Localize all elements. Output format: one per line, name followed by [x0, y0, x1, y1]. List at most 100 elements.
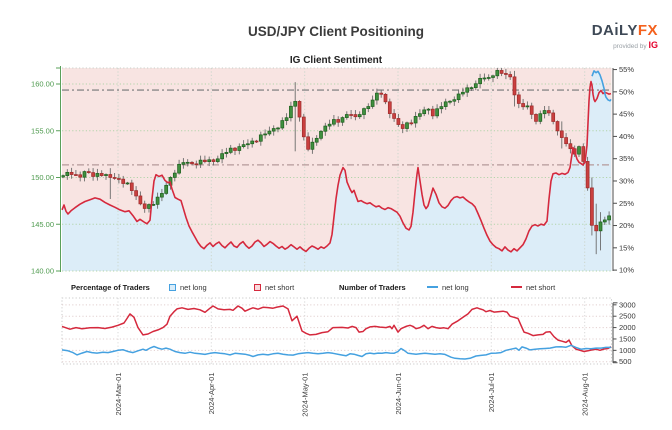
candle-down [117, 178, 121, 180]
candle-up [284, 117, 289, 121]
candle-up [160, 193, 164, 198]
candle-down [564, 137, 568, 145]
candle-down [301, 116, 306, 138]
candle-up [340, 117, 345, 123]
candle-down [69, 171, 74, 175]
candle-down [190, 161, 194, 165]
candle-up [422, 109, 427, 115]
candle-up [362, 108, 366, 115]
price-sentiment-chart: 140.00 145.00 150.00 155.00 160.00 10% 15% 20% 2… [31, 65, 634, 275]
legend-pct-net-long: net long [169, 281, 207, 293]
candle-up [215, 158, 220, 162]
candle-up [482, 77, 487, 80]
candle-down [559, 130, 564, 138]
date-tick-label: 2024-Mar-01 [114, 373, 123, 416]
candle-up [344, 114, 349, 118]
count-tick-label: 500 [619, 357, 632, 366]
candle-up [577, 146, 581, 155]
candle-down [349, 114, 353, 116]
price-tick-label: 145.00 [31, 220, 54, 229]
candle-down [194, 163, 199, 166]
candle-down [516, 94, 521, 104]
candle-up [104, 174, 108, 176]
candle-down [547, 110, 551, 114]
candle-up [314, 137, 319, 143]
candle-up [319, 130, 323, 139]
count-tick-label: 3000 [619, 300, 636, 309]
net-short-dash-icon [511, 286, 522, 288]
candle-up [267, 130, 272, 135]
candle-up [289, 105, 293, 119]
candle-up [177, 163, 181, 174]
candle-up [220, 153, 224, 160]
logo-provided-by: provided by IG [613, 40, 658, 50]
candle-up [443, 101, 448, 107]
candle-up [241, 144, 246, 147]
candle-up [185, 161, 190, 164]
candle-up [271, 128, 276, 132]
candle-down [91, 172, 95, 177]
net-long-dash-icon [427, 286, 438, 288]
dailyfx-logo: DAı̇LYFX provided by IG [592, 23, 658, 51]
candle-up [246, 143, 250, 146]
candle-up [293, 101, 298, 107]
net-long-pct-line [591, 70, 612, 102]
count-axis: 500 1000 1500 2000 2500 3000 [612, 300, 636, 366]
candle-up [413, 116, 418, 124]
candle-down [233, 147, 237, 151]
candle-up [375, 92, 379, 101]
pct-tick-label: 50% [619, 87, 634, 96]
pct-tick-label: 20% [619, 221, 634, 230]
count-tick-label: 1000 [619, 346, 636, 355]
candle-down [551, 112, 556, 122]
ig-logo: IG [648, 40, 658, 50]
candle-down [383, 93, 388, 103]
candle-up [525, 105, 530, 108]
candle-up [486, 77, 491, 79]
candle-down [387, 101, 392, 114]
candle-down [396, 118, 401, 125]
candle-down [504, 73, 508, 75]
candle-up [164, 184, 169, 194]
candle-down [138, 195, 143, 205]
candle-up [258, 134, 263, 142]
pct-tick-label: 40% [619, 132, 634, 141]
candle-up [465, 87, 470, 93]
price-tick-label: 155.00 [31, 126, 54, 135]
candle-up [95, 173, 100, 177]
candle-up [61, 175, 65, 178]
candle-down [297, 101, 302, 118]
candle-down [112, 177, 117, 179]
candle-up [250, 140, 255, 145]
candle-down [529, 105, 534, 115]
candle-up [426, 108, 431, 111]
net-long-area [62, 70, 612, 271]
price-tick-label: 160.00 [31, 80, 54, 89]
candle-up [263, 133, 267, 136]
pct-tick-label: 30% [619, 176, 634, 185]
number-of-traders-chart: 500 1000 1500 2000 2500 3000 2024-Mar-01 2024-A… [61, 297, 636, 417]
logo-daily-text: DAı̇LY [591, 22, 638, 39]
candle-up [155, 196, 160, 205]
candle-down [585, 161, 590, 189]
candle-up [147, 204, 151, 209]
legend-num-net-long: net long [427, 281, 469, 293]
candle-down [211, 159, 216, 162]
candle-down [568, 143, 573, 150]
chart-subtitle: IG Client Sentiment [289, 55, 383, 66]
candle-up [207, 159, 212, 162]
candle-down [306, 136, 310, 150]
legend-pct-net-short: net short [254, 281, 294, 293]
candle-down [353, 114, 358, 118]
candle-up [237, 146, 242, 151]
logo-fx-text: FX [637, 22, 658, 39]
date-tick-label: 2024-Aug-01 [581, 373, 590, 416]
candle-up [439, 106, 444, 110]
candle-down [409, 122, 414, 125]
candle-down [521, 103, 525, 108]
candle-down [594, 224, 599, 232]
legend-num-header: Number of Traders [339, 282, 406, 292]
candle-up [418, 113, 422, 117]
candle-down [86, 171, 91, 173]
candle-up [276, 127, 280, 130]
